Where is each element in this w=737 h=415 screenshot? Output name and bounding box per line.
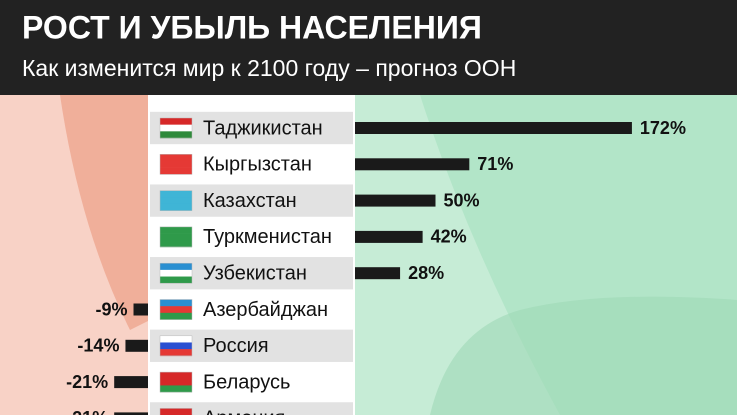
flag-stripe [160, 124, 192, 132]
flag-stripe [160, 190, 192, 198]
flag-stripe [160, 312, 192, 320]
category-label: Беларусь [203, 371, 290, 393]
chart-title: РОСТ И УБЫЛЬ НАСЕЛЕНИЯ [22, 9, 482, 45]
flag-stripe [160, 349, 192, 357]
flag-border [159, 262, 193, 284]
flag-stripe [160, 342, 192, 350]
row-background [150, 402, 353, 415]
flag-border [159, 117, 193, 139]
flag-stripe [160, 276, 192, 284]
value-label: 71% [477, 154, 513, 174]
flag-stripe [160, 118, 192, 125]
flag-stripe [160, 385, 192, 393]
bar [355, 230, 423, 243]
flag-border [159, 335, 193, 357]
category-label: Туркменистан [203, 226, 332, 248]
flag-stripe [160, 167, 192, 175]
bar [355, 122, 632, 134]
value-label: -21% [66, 372, 108, 392]
value-label: -14% [77, 336, 119, 356]
value-label: 28% [408, 263, 444, 283]
flag-border [159, 408, 193, 415]
flag-stripe [160, 203, 192, 211]
value-label: -9% [95, 299, 127, 319]
category-label: Азербайджан [203, 299, 328, 321]
category-label: Таджикистан [203, 117, 323, 139]
flag-stripe [160, 197, 192, 205]
flag-stripe [160, 269, 192, 277]
bar [114, 376, 148, 389]
flag-stripe [160, 226, 192, 234]
flag-stripe [160, 160, 192, 168]
flag-stripe [160, 240, 192, 248]
bar [125, 339, 148, 352]
bar [355, 194, 436, 207]
flag-border [159, 299, 193, 320]
value-label: 172% [640, 118, 686, 138]
left-shape [60, 95, 150, 330]
category-label: Россия [203, 335, 269, 357]
flag-stripe [160, 372, 192, 380]
chart-subtitle: Как изменится мир к 2100 году – прогноз … [22, 55, 516, 81]
flag-stripe [160, 233, 192, 241]
bar [133, 303, 148, 316]
flag-stripe [160, 306, 192, 314]
category-label: Казахстан [203, 190, 297, 212]
crowd-shape [430, 296, 737, 415]
category-label: Кыргызстан [203, 154, 312, 176]
flag-stripe [160, 378, 192, 386]
flag-stripe [160, 154, 192, 162]
flag-stripe [160, 299, 192, 307]
flag-border [159, 226, 193, 248]
value-label: 42% [431, 227, 467, 247]
category-label: Армения [203, 408, 285, 415]
flag-stripe [160, 263, 192, 271]
flag-border [159, 371, 193, 393]
category-label: Узбекистан [203, 262, 307, 284]
flag-border [159, 190, 193, 211]
bar [355, 158, 470, 171]
value-label: -21% [66, 408, 108, 415]
bar [114, 412, 148, 415]
flag-stripe [160, 131, 192, 139]
flag-stripe [160, 335, 192, 343]
value-label: 50% [444, 190, 480, 210]
bar [355, 267, 401, 280]
flag-stripe [160, 408, 192, 415]
flag-border [159, 154, 193, 175]
header [0, 0, 737, 95]
